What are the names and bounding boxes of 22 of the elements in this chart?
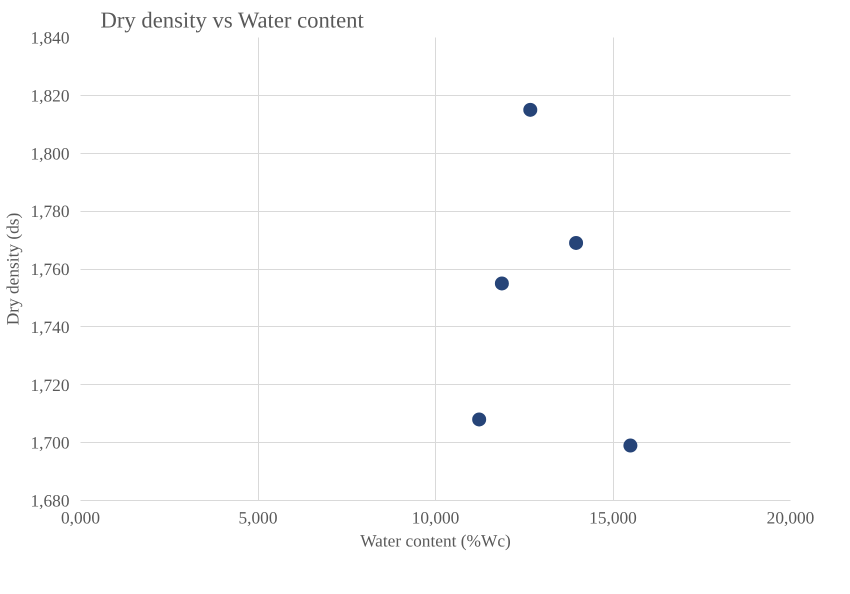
x-axis-title: Water content (%Wc): [360, 532, 512, 550]
y-tick-label: 1,760: [30, 260, 70, 279]
y-tick-label: 1,700: [30, 434, 70, 453]
point: [472, 412, 486, 426]
x-tick-label: 0,000: [61, 508, 100, 528]
point: [623, 438, 638, 453]
y-tick-label: 1,800: [30, 144, 70, 164]
x-tick-label: 5,000: [238, 508, 278, 528]
y-tick-label: 1,680: [30, 492, 70, 510]
point: [523, 102, 538, 117]
point: [569, 236, 584, 250]
x-tick-label: 15,000: [589, 508, 637, 528]
y-tick-label: 1,720: [30, 376, 70, 395]
x-tick-label: 20,000: [766, 508, 814, 528]
point: [494, 276, 509, 290]
chart-title: Dry density vs Water content: [100, 8, 364, 32]
y-tick-label: 1,820: [30, 86, 70, 106]
y-axis-title: Dry density (ds): [4, 212, 23, 326]
y-tick-label: 1,840: [30, 28, 70, 48]
x-tick-label: 10,000: [412, 508, 460, 528]
y-tick-label: 1,780: [30, 202, 70, 222]
y-tick-label: 1,740: [30, 318, 70, 337]
